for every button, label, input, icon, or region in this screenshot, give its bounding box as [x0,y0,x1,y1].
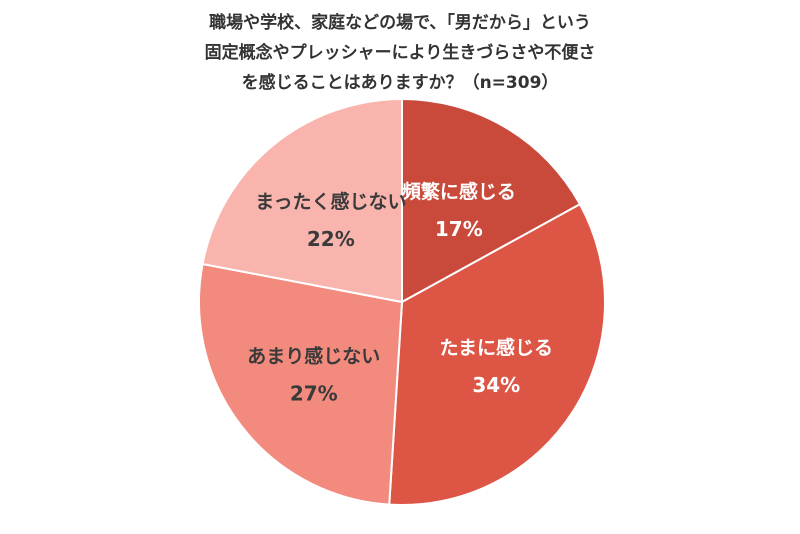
chart-title-line-1: 職場や学校、家庭などの場で、「男だから」という [209,13,591,33]
slice-label-4: まったく感じない [255,190,406,213]
chart-title: 職場や学校、家庭などの場で、「男だから」という 固定概念やプレッシャーにより生き… [0,8,800,98]
chart-title-line-2: 固定概念やプレッシャーにより生きづらさや不便さ [204,43,596,63]
slice-label-2: たまに感じる [440,336,553,359]
chart-title-line-3: を感じることはありますか？（n=309） [241,73,559,93]
slice-label-3: あまり感じない [247,344,380,367]
slice-label-1: 頻繁に感じる [402,180,516,203]
slice-value-1: 17% [435,217,483,241]
pie-slice-3 [198,262,404,506]
pie-slice-4 [201,97,403,304]
slice-value-2: 34% [472,373,520,397]
pie-slice-1 [401,97,582,304]
slice-value-4: 22% [307,227,355,251]
pie-slice-2 [388,202,606,506]
slice-value-3: 27% [290,381,338,405]
